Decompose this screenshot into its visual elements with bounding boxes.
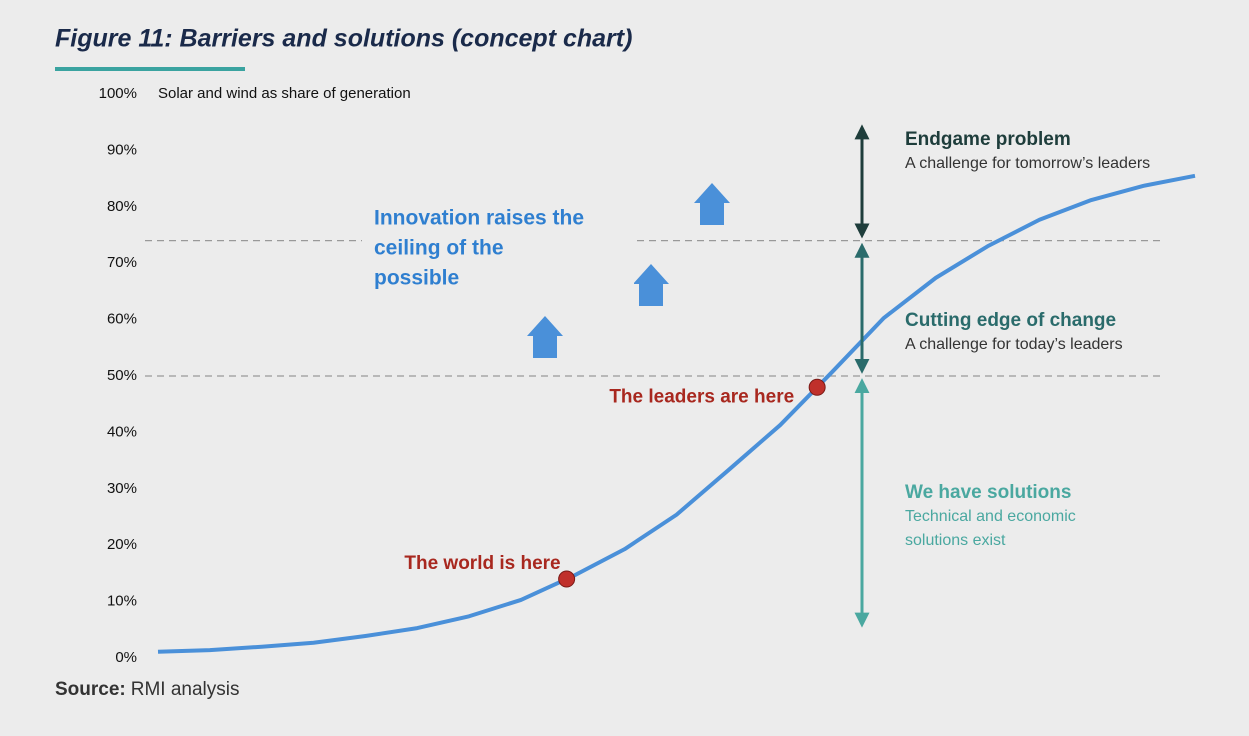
region-subtitle: A challenge for tomorrow’s leaders (905, 155, 1150, 172)
title-underline (55, 67, 245, 71)
y-tick-label: 90% (107, 141, 137, 158)
chart-title: Figure 11: Barriers and solutions (conce… (55, 25, 632, 53)
point-label: The leaders are here (609, 386, 794, 407)
source-text: RMI analysis (131, 679, 240, 700)
y-tick-label: 60% (107, 311, 137, 328)
y-tick-label: 10% (107, 593, 137, 610)
annotation-gap (362, 200, 634, 296)
region-subtitle: Technical and economic (905, 508, 1076, 525)
y-tick-label: 40% (107, 423, 137, 440)
marker-dot (558, 570, 576, 588)
source-label: Source: (55, 679, 126, 700)
up-arrow (527, 316, 563, 358)
point-label: The world is here (404, 553, 560, 574)
curve (157, 173, 1196, 654)
y-tick-label: 100% (99, 85, 137, 102)
y-tick-label: 20% (107, 536, 137, 553)
region-subtitle: solutions exist (905, 532, 1006, 549)
y-tick-label: 50% (107, 367, 137, 384)
region-subtitle: A challenge for today’s leaders (905, 336, 1123, 353)
region-title: We have solutions (905, 482, 1071, 503)
annotation: ceiling of the (374, 237, 504, 260)
annotation: possible (374, 267, 459, 290)
y-tick-label: 0% (115, 649, 137, 666)
region-title: Endgame problem (905, 129, 1071, 150)
up-arrow (633, 264, 669, 306)
source: Source: RMI analysis (55, 679, 240, 700)
annotation: Innovation raises the (374, 207, 584, 230)
axis-title: Solar and wind as share of generation (158, 85, 411, 102)
marker-dot (808, 378, 826, 396)
y-tick-label: 80% (107, 198, 137, 215)
y-tick-label: 70% (107, 254, 137, 271)
region-title: Cutting edge of change (905, 310, 1116, 331)
up-arrow (694, 183, 730, 225)
y-tick-label: 30% (107, 480, 137, 497)
